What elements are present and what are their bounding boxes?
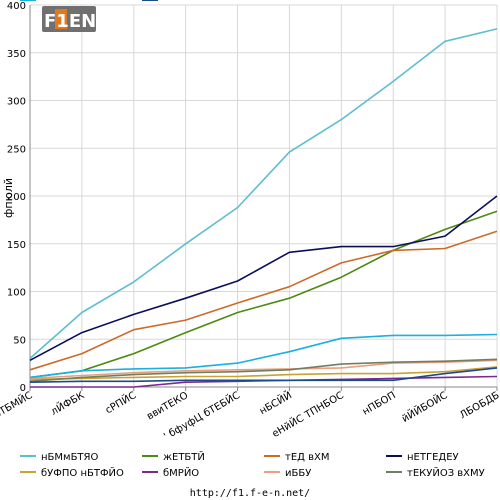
legend-label: тЕД вХМ xyxy=(285,452,330,463)
y-tick-labels: 0 50 100 150 200 250 300 350 400 xyxy=(7,1,26,394)
x-tick-labels: бфуфТБМЙС лЙФБК сРПЙС ввиТЕКО' бфуфЦ бТЕБЙС… xyxy=(0,388,500,442)
x-tick-label: лЙФБК xyxy=(48,388,86,417)
y-tick-label: 400 xyxy=(7,1,26,12)
legend-label: бУФПО нБТФЙО xyxy=(41,466,124,479)
series-line xyxy=(29,333,498,379)
footer-url[interactable]: http://f1.f-e-n.net/ xyxy=(190,488,310,499)
legend-label: ъБХВЕТ xyxy=(163,0,204,3)
x-tick-label: бфуфТБМЙС xyxy=(0,388,35,432)
series-line xyxy=(29,366,498,381)
logo-accent xyxy=(55,9,67,29)
x-tick-label: нПБОП xyxy=(361,390,398,418)
logo-text: F1EN xyxy=(44,11,96,32)
legend: нБМмБТЯО жЕТБТЙ тЕД вХМ нЕТГЕДЕУ бУФПО нБТФЙ… xyxy=(20,0,485,479)
legend-label: бМРЙО xyxy=(163,466,199,479)
y-axis-title: фпюлй xyxy=(2,178,15,218)
series-line xyxy=(29,230,498,371)
x-tick-label: йЙЙБОЙС xyxy=(399,388,449,425)
legend-label: хЙМЙСНУ xyxy=(41,0,91,3)
x-tick-label: сРПЙС xyxy=(103,388,139,416)
y-tick-label: 200 xyxy=(7,192,26,203)
series-line xyxy=(29,359,498,380)
series-line xyxy=(29,367,498,383)
legend-label: нЕТГЕДЕУ xyxy=(407,452,459,463)
y-tick-label: 300 xyxy=(7,97,26,108)
f1en-logo: F1EN xyxy=(42,6,96,32)
series-line xyxy=(29,195,498,362)
y-tick-label: 350 xyxy=(7,49,26,60)
y-tick-label: 100 xyxy=(7,288,26,299)
series-lines xyxy=(29,28,498,388)
legend-label: нБМмБТЯО xyxy=(41,452,98,463)
x-tick-label: ЛБОБДБ xyxy=(458,390,500,421)
series-line xyxy=(29,28,498,359)
x-tick-label: нБСЙЙ xyxy=(257,388,294,417)
x-tick-label: ввиТЕКО xyxy=(145,390,190,422)
y-tick-label: 250 xyxy=(7,144,26,155)
y-tick-label: 150 xyxy=(7,240,26,251)
y-tick-label: 50 xyxy=(13,335,26,346)
grid xyxy=(29,4,498,391)
legend-label: иББУ xyxy=(285,468,311,479)
legend-label: тЕКУЙОЗ вХМУ xyxy=(407,466,485,479)
series-line xyxy=(29,210,498,379)
series-line xyxy=(29,358,498,383)
y-tick-label: 0 xyxy=(20,383,26,394)
legend-label: жЕТБТЙ xyxy=(163,450,205,463)
